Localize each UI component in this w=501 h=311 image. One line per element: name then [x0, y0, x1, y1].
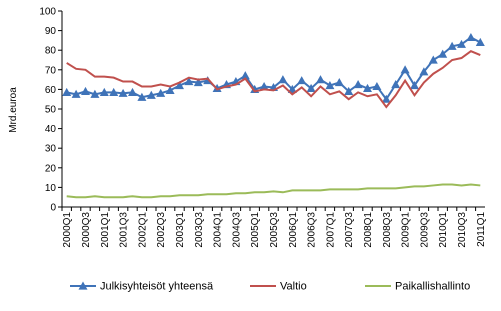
x-tick-label: 2002Q1: [137, 212, 148, 248]
point-marker: [466, 32, 476, 42]
point-marker: [410, 80, 419, 90]
point-marker: [175, 80, 184, 90]
point-marker: [137, 92, 147, 101]
point-marker: [372, 81, 382, 91]
point-marker: [325, 80, 335, 90]
point-marker: [391, 80, 401, 89]
point-marker: [457, 39, 466, 48]
point-marker: [184, 77, 194, 86]
x-tick-label: 2007Q3: [344, 212, 355, 248]
x-tick-label: 2007Q1: [325, 212, 336, 248]
point-marker: [381, 94, 391, 103]
point-marker: [419, 67, 429, 76]
y-tick-label: 40: [45, 124, 57, 135]
x-tick-label: 2005Q3: [269, 212, 280, 248]
x-tick-label: 2008Q1: [363, 212, 374, 248]
x-tick-label: 2006Q3: [307, 212, 318, 248]
point-marker: [118, 88, 128, 97]
y-tick-label: 60: [45, 85, 57, 96]
point-marker: [62, 87, 72, 96]
y-tick-label: 30: [45, 144, 57, 155]
y-tick-label: 70: [45, 65, 57, 76]
x-tick-label: 2010Q1: [438, 212, 449, 248]
series-line: [66, 50, 481, 109]
legend-label: Julkisyhteisöt yhteensä: [100, 281, 214, 293]
x-tick-label: 2009Q3: [419, 212, 430, 248]
x-tick-label: 2011Q1: [476, 212, 487, 247]
point-marker: [353, 80, 363, 89]
y-tick-label: 0: [50, 203, 56, 214]
point-marker: [475, 37, 485, 46]
x-tick-label: 2004Q1: [213, 212, 224, 248]
x-tick-label: 2001Q1: [100, 212, 111, 248]
point-marker: [90, 89, 100, 98]
point-marker: [447, 41, 457, 50]
point-marker: [128, 87, 137, 96]
x-tick-label: 2010Q3: [457, 212, 468, 248]
legend-marker: [78, 281, 88, 290]
point-marker: [334, 78, 344, 87]
point-marker: [363, 83, 372, 93]
x-tick-label: 2009Q1: [401, 212, 412, 248]
y-tick-label: 10: [45, 183, 57, 194]
series-line: [66, 183, 481, 199]
point-marker: [156, 88, 166, 97]
x-tick-label: 2003Q3: [194, 212, 205, 248]
x-tick-label: 2005Q1: [250, 212, 261, 248]
x-tick-label: 2000Q3: [81, 212, 92, 248]
point-marker: [278, 75, 288, 84]
x-tick-label: 2001Q3: [119, 212, 130, 248]
x-tick-label: 2008Q3: [382, 212, 393, 248]
y-tick-label: 50: [45, 105, 57, 116]
y-tick-label: 90: [45, 26, 57, 37]
legend-label: Valtio: [280, 281, 307, 293]
point-marker: [297, 76, 307, 85]
y-axis-label: Mrd.euroa: [8, 87, 19, 133]
point-marker: [316, 75, 325, 84]
point-marker: [344, 86, 354, 95]
point-marker: [306, 83, 316, 93]
point-marker: [400, 65, 410, 74]
x-tick-label: 2006Q1: [288, 212, 299, 248]
point-marker: [193, 78, 203, 87]
point-marker: [428, 55, 438, 64]
y-tick-label: 100: [39, 7, 56, 18]
x-tick-label: 2004Q3: [231, 212, 242, 248]
point-marker: [99, 87, 109, 96]
point-marker: [259, 81, 269, 91]
point-marker: [165, 85, 175, 94]
legend-label: Paikallishallinto: [395, 281, 470, 293]
x-tick-label: 2000Q1: [62, 212, 73, 248]
point-marker: [109, 87, 119, 96]
y-tick-label: 80: [45, 46, 57, 57]
y-tick-label: 20: [45, 163, 57, 174]
point-marker: [240, 71, 250, 80]
point-marker: [71, 89, 81, 98]
point-marker: [438, 49, 448, 58]
point-marker: [146, 90, 156, 99]
x-tick-label: 2002Q3: [156, 212, 167, 248]
x-tick-label: 2003Q1: [175, 212, 186, 248]
point-marker: [81, 86, 90, 95]
